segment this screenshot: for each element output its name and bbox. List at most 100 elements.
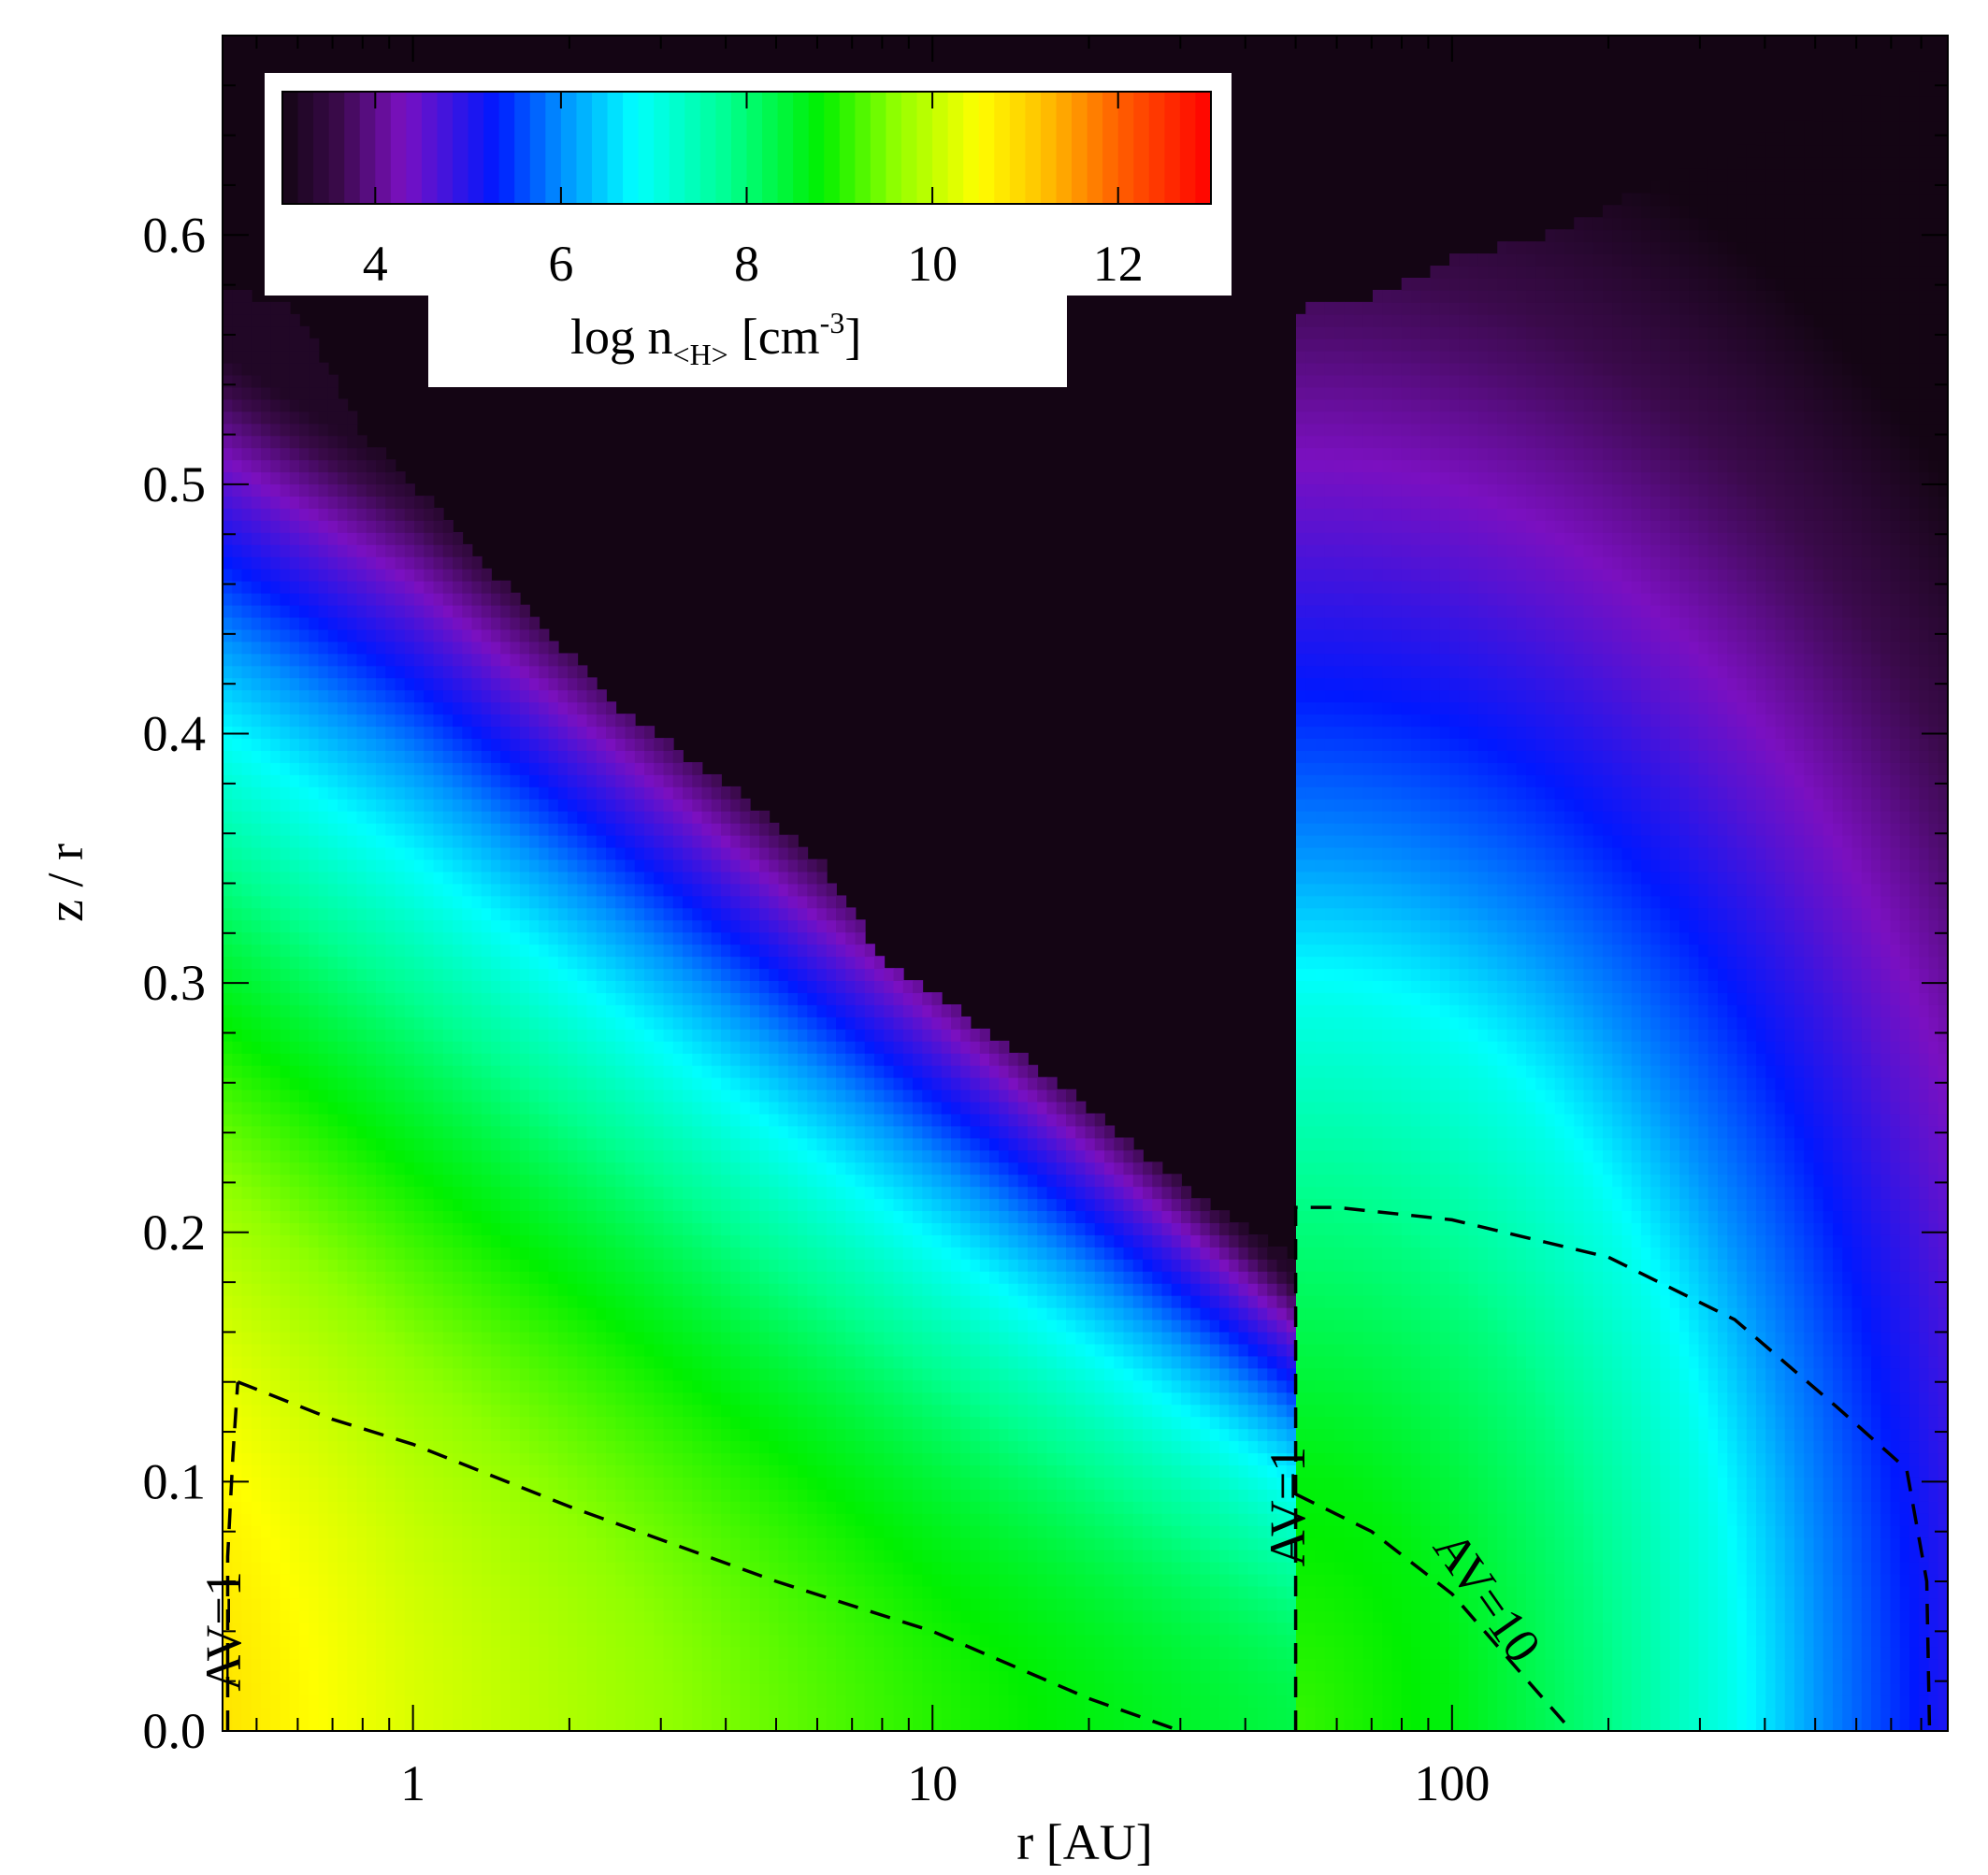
heatmap-cell [223, 738, 234, 751]
heatmap-cell [251, 483, 262, 497]
heatmap-cell [433, 1040, 444, 1054]
heatmap-cell [529, 1247, 540, 1260]
heatmap-cell [232, 362, 243, 376]
heatmap-cell [356, 1076, 367, 1090]
heatmap-cell [442, 798, 454, 812]
heatmap-cell [644, 1392, 655, 1406]
heatmap-cell [261, 883, 272, 897]
heatmap-cell [471, 968, 483, 981]
heatmap-cell [424, 531, 435, 545]
heatmap-cell [548, 786, 559, 800]
heatmap-cell [270, 1113, 281, 1127]
heatmap-cell [241, 1210, 252, 1223]
heatmap-cell [327, 750, 339, 763]
heatmap-cell [462, 1089, 473, 1103]
heatmap-cell [223, 483, 234, 497]
heatmap-cell [356, 714, 367, 728]
heatmap-cell [672, 1186, 684, 1200]
heatmap-cell [663, 1524, 674, 1538]
heatmap-cell [634, 1524, 645, 1538]
heatmap-cell [491, 1646, 502, 1660]
heatmap-cell [385, 459, 396, 473]
heatmap-cell [309, 1186, 320, 1200]
heatmap-cell [615, 1682, 627, 1696]
heatmap-cell [510, 1549, 521, 1563]
heatmap-cell [568, 931, 579, 945]
heatmap-cell [491, 1477, 502, 1490]
heatmap-cell [433, 1536, 444, 1550]
heatmap-cell [606, 1367, 617, 1381]
heatmap-cell [519, 1658, 530, 1672]
heatmap-cell [462, 1004, 473, 1017]
heatmap-cell [289, 1367, 300, 1381]
heatmap-cell [577, 750, 588, 763]
heatmap-cell [606, 798, 617, 812]
heatmap-cell [404, 592, 415, 606]
heatmap-cell [223, 374, 234, 388]
heatmap-cell [491, 1222, 502, 1235]
heatmap-cell [424, 871, 435, 885]
heatmap-cell [241, 1076, 252, 1090]
heatmap-cell [327, 1258, 339, 1272]
heatmap-cell [414, 1076, 425, 1090]
heatmap-cell [395, 1573, 406, 1587]
heatmap-cell [453, 1247, 464, 1260]
heatmap-cell [663, 810, 674, 824]
heatmap-cell [625, 1573, 636, 1587]
heatmap-cell [356, 738, 367, 751]
heatmap-cell [289, 689, 300, 703]
heatmap-cell [519, 1210, 530, 1223]
heatmap-cell [241, 738, 252, 751]
heatmap-cell [327, 471, 339, 485]
heatmap-cell [385, 1392, 396, 1406]
heatmap-cell [376, 1319, 387, 1333]
heatmap-cell [395, 1125, 406, 1139]
heatmap-cell [356, 1040, 367, 1054]
heatmap-cell [414, 568, 425, 582]
heatmap-cell [366, 1464, 377, 1478]
heatmap-cell [453, 628, 464, 642]
heatmap-cell [539, 1658, 550, 1672]
heatmap-cell [663, 1222, 674, 1235]
heatmap-cell [338, 1270, 349, 1284]
heatmap-cell [385, 1247, 396, 1260]
heatmap-cell [241, 846, 252, 860]
heatmap-cell [261, 762, 272, 775]
heatmap-cell [692, 1367, 703, 1381]
heatmap-cell [414, 1512, 425, 1526]
heatmap-cell [606, 1489, 617, 1502]
heatmap-cell [654, 1113, 665, 1127]
heatmap-cell [424, 1392, 435, 1406]
heatmap-cell [500, 1222, 511, 1235]
heatmap-cell [529, 628, 540, 642]
heatmap-cell [261, 483, 272, 497]
heatmap-cell [356, 1319, 367, 1333]
heatmap-cell [539, 1234, 550, 1248]
heatmap-cell [510, 956, 521, 970]
heatmap-cell [356, 1028, 367, 1042]
heatmap-cell [270, 822, 281, 836]
heatmap-cell [442, 1270, 454, 1284]
heatmap-cell [223, 762, 234, 775]
heatmap-cell [261, 944, 272, 958]
heatmap-cell [232, 459, 243, 473]
heatmap-cell [241, 350, 252, 364]
heatmap-cell [663, 895, 674, 909]
heatmap-cell [376, 980, 387, 993]
heatmap-cell [395, 1464, 406, 1478]
heatmap-cell [280, 508, 291, 521]
heatmap-cell [223, 1477, 234, 1490]
heatmap-cell [557, 1355, 569, 1369]
heatmap-cell [625, 1392, 636, 1406]
heatmap-cell [385, 1719, 396, 1732]
heatmap-cell [500, 689, 511, 703]
heatmap-cell [500, 1658, 511, 1672]
heatmap-cell [471, 980, 483, 993]
heatmap-cell [376, 1234, 387, 1248]
heatmap-cell [223, 1222, 234, 1235]
heatmap-cell [683, 1464, 694, 1478]
heatmap-cell [347, 1695, 358, 1708]
heatmap-cell [606, 980, 617, 993]
heatmap-cell [347, 810, 358, 824]
heatmap-cell [376, 1210, 387, 1223]
